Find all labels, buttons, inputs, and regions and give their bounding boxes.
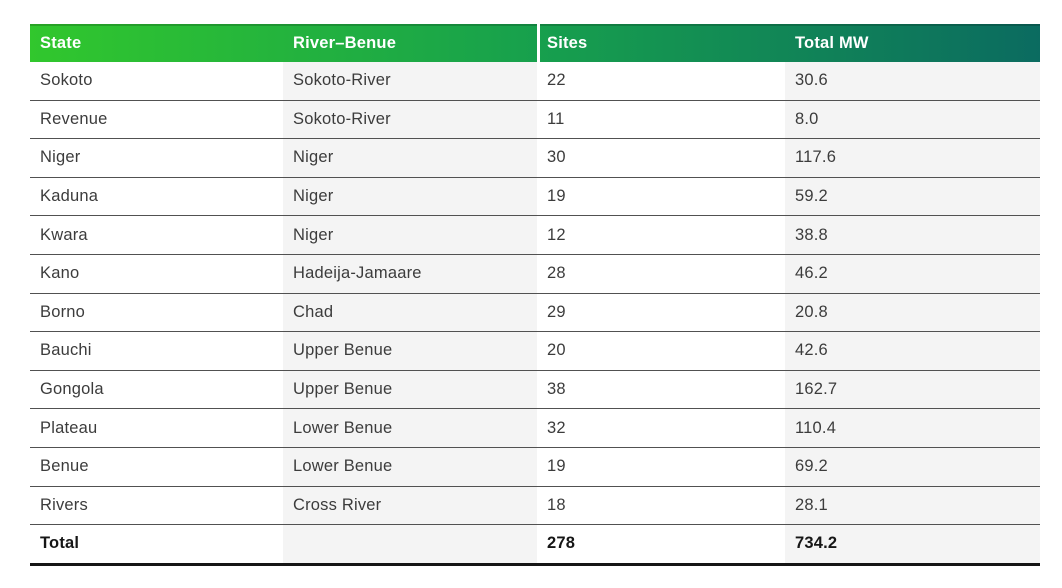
cell-river: Hadeija-Jamaare <box>283 254 537 294</box>
table-row: Niger Niger 30 117.6 <box>30 138 1040 178</box>
cell-total-mw: 20.8 <box>785 293 1040 333</box>
cell-total-mw: 30.6 <box>785 62 1040 101</box>
cell-state: Kwara <box>30 215 283 255</box>
cell-sites: 19 <box>537 177 785 217</box>
table-row: Revenue Sokoto-River 11 8.0 <box>30 100 1040 140</box>
column-header-total-mw: Total MW <box>785 24 1040 62</box>
table-row: Sokoto Sokoto-River 22 30.6 <box>30 62 1040 101</box>
cell-sites: 29 <box>537 293 785 333</box>
cell-total-mw: 117.6 <box>785 138 1040 178</box>
total-sites: 278 <box>537 524 785 566</box>
cell-total-mw: 28.1 <box>785 486 1040 526</box>
header-row: State River–Benue Sites Total MW <box>30 24 1040 62</box>
total-row: Total 278 734.2 <box>30 524 1040 566</box>
table-row: Bauchi Upper Benue 20 42.6 <box>30 331 1040 371</box>
cell-river: Upper Benue <box>283 370 537 410</box>
cell-state: Borno <box>30 293 283 333</box>
cell-river: Upper Benue <box>283 331 537 371</box>
cell-river: Sokoto-River <box>283 62 537 101</box>
table-row: Rivers Cross River 18 28.1 <box>30 486 1040 526</box>
cell-state: Niger <box>30 138 283 178</box>
cell-total-mw: 162.7 <box>785 370 1040 410</box>
cell-total-mw: 59.2 <box>785 177 1040 217</box>
total-river <box>283 524 537 566</box>
cell-river: Chad <box>283 293 537 333</box>
total-mw: 734.2 <box>785 524 1040 566</box>
cell-sites: 18 <box>537 486 785 526</box>
cell-river: Sokoto-River <box>283 100 537 140</box>
cell-state: Sokoto <box>30 62 283 101</box>
table-row: Kaduna Niger 19 59.2 <box>30 177 1040 217</box>
total-label: Total <box>30 524 283 566</box>
cell-state: Kaduna <box>30 177 283 217</box>
table-row: Kwara Niger 12 38.8 <box>30 215 1040 255</box>
cell-total-mw: 42.6 <box>785 331 1040 371</box>
cell-sites: 38 <box>537 370 785 410</box>
table-row: Kano Hadeija-Jamaare 28 46.2 <box>30 254 1040 294</box>
column-header-state: State <box>30 24 283 62</box>
column-header-sites: Sites <box>537 24 785 62</box>
cell-state: Revenue <box>30 100 283 140</box>
column-header-river: River–Benue <box>283 24 537 62</box>
cell-sites: 20 <box>537 331 785 371</box>
cell-total-mw: 38.8 <box>785 215 1040 255</box>
cell-river: Niger <box>283 215 537 255</box>
data-table: State River–Benue Sites Total MW Sokoto S… <box>30 24 1040 566</box>
cell-river: Lower Benue <box>283 447 537 487</box>
cell-total-mw: 46.2 <box>785 254 1040 294</box>
cell-river: Niger <box>283 138 537 178</box>
table-row: Benue Lower Benue 19 69.2 <box>30 447 1040 487</box>
cell-sites: 30 <box>537 138 785 178</box>
cell-state: Rivers <box>30 486 283 526</box>
hydropower-sites-table: State River–Benue Sites Total MW Sokoto S… <box>30 24 1040 566</box>
cell-river: Lower Benue <box>283 408 537 448</box>
cell-sites: 12 <box>537 215 785 255</box>
cell-river: Cross River <box>283 486 537 526</box>
cell-state: Gongola <box>30 370 283 410</box>
table-body: Sokoto Sokoto-River 22 30.6 Revenue Sokoto-Ri… <box>30 62 1040 566</box>
cell-sites: 28 <box>537 254 785 294</box>
cell-total-mw: 110.4 <box>785 408 1040 448</box>
cell-total-mw: 69.2 <box>785 447 1040 487</box>
cell-state: Kano <box>30 254 283 294</box>
table-row: Gongola Upper Benue 38 162.7 <box>30 370 1040 410</box>
table-header: State River–Benue Sites Total MW <box>30 24 1040 62</box>
table-row: Plateau Lower Benue 32 110.4 <box>30 408 1040 448</box>
cell-river: Niger <box>283 177 537 217</box>
cell-sites: 32 <box>537 408 785 448</box>
cell-sites: 22 <box>537 62 785 101</box>
cell-sites: 19 <box>537 447 785 487</box>
cell-state: Bauchi <box>30 331 283 371</box>
cell-sites: 11 <box>537 100 785 140</box>
cell-total-mw: 8.0 <box>785 100 1040 140</box>
cell-state: Plateau <box>30 408 283 448</box>
cell-state: Benue <box>30 447 283 487</box>
table-row: Borno Chad 29 20.8 <box>30 293 1040 333</box>
